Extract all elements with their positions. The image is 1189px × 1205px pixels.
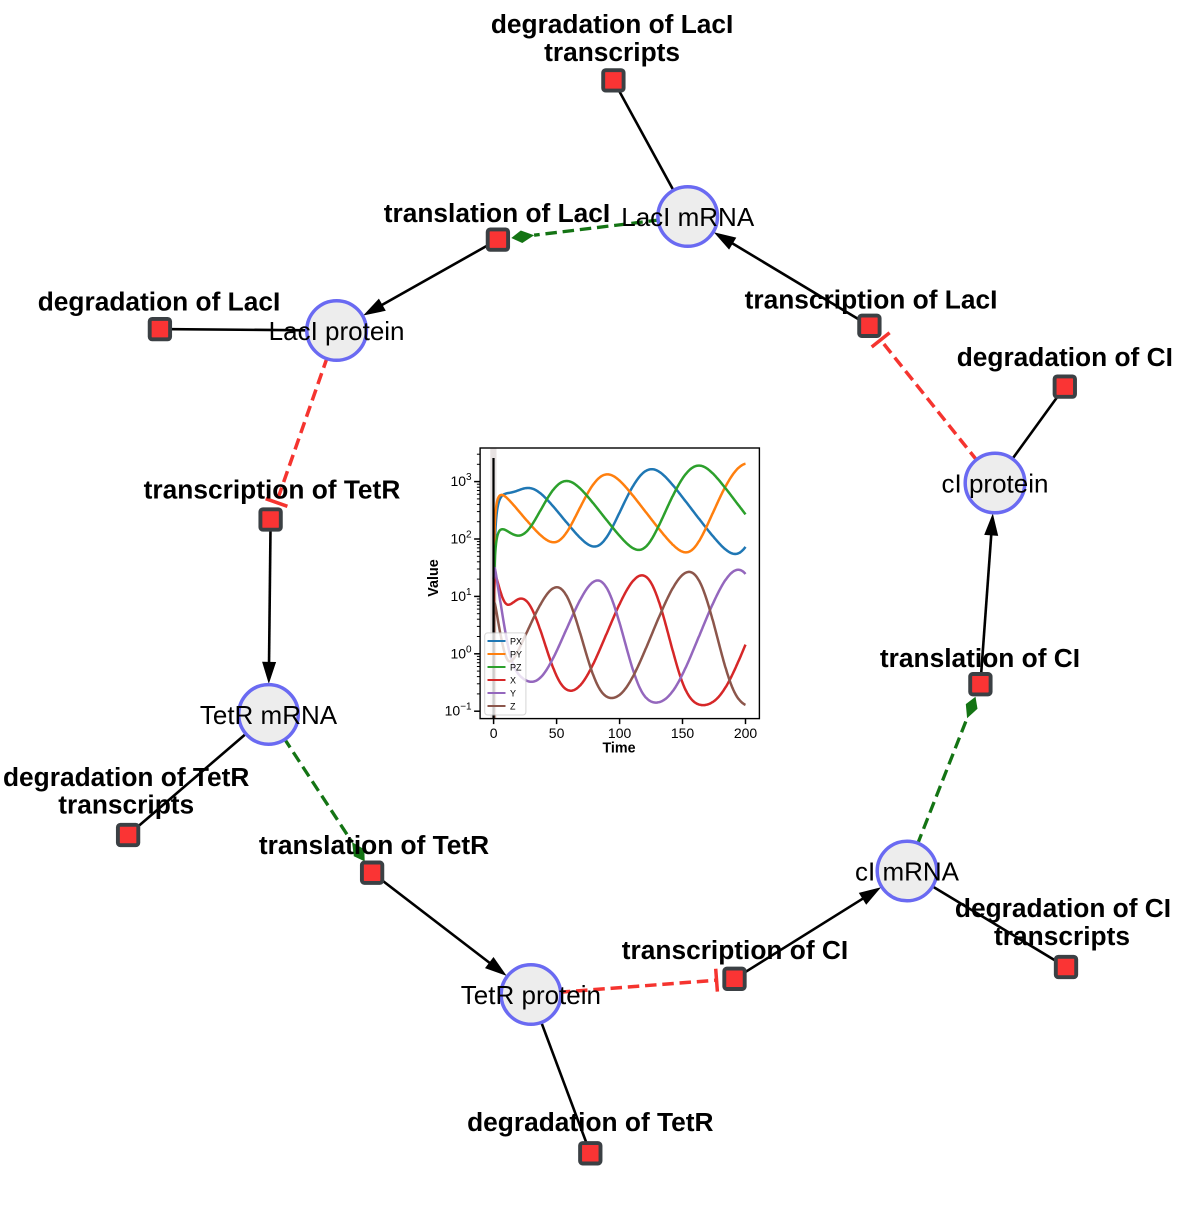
svg-text:degradation of CI: degradation of CI <box>955 893 1171 923</box>
svg-text:Z: Z <box>510 702 516 712</box>
svg-text:cI mRNA: cI mRNA <box>855 857 960 887</box>
svg-text:degradation of TetR: degradation of TetR <box>467 1107 713 1137</box>
svg-text:PX: PX <box>510 637 522 647</box>
svg-text:X: X <box>510 676 516 686</box>
svg-text:degradation of CI: degradation of CI <box>957 342 1173 372</box>
svg-text:TetR mRNA: TetR mRNA <box>200 700 338 730</box>
svg-text:transcription of TetR: transcription of TetR <box>144 475 401 505</box>
svg-text:transcription of CI: transcription of CI <box>622 935 848 965</box>
svg-text:LacI protein: LacI protein <box>269 316 405 346</box>
svg-text:translation of CI: translation of CI <box>880 643 1080 673</box>
svg-text:LacI mRNA: LacI mRNA <box>621 202 755 232</box>
svg-text:transcription of LacI: transcription of LacI <box>745 285 998 315</box>
svg-text:degradation of TetR: degradation of TetR <box>3 762 249 792</box>
svg-text:translation of LacI: translation of LacI <box>384 198 610 228</box>
svg-text:PZ: PZ <box>510 663 522 673</box>
svg-text:transcripts: transcripts <box>994 921 1130 951</box>
svg-text:100: 100 <box>608 725 632 741</box>
svg-text:PY: PY <box>510 650 522 660</box>
svg-text:150: 150 <box>671 725 695 741</box>
svg-text:transcripts: transcripts <box>544 37 680 67</box>
svg-text:cI protein: cI protein <box>942 469 1049 499</box>
svg-text:degradation of LacI: degradation of LacI <box>38 287 281 317</box>
svg-text:0: 0 <box>490 725 498 741</box>
svg-text:degradation of LacI: degradation of LacI <box>491 9 734 39</box>
svg-text:translation of TetR: translation of TetR <box>259 830 489 860</box>
svg-text:transcripts: transcripts <box>58 790 194 820</box>
svg-text:Y: Y <box>510 689 516 699</box>
svg-text:Time: Time <box>602 741 635 757</box>
svg-text:200: 200 <box>734 725 758 741</box>
svg-text:Value: Value <box>426 559 442 596</box>
svg-text:TetR protein: TetR protein <box>461 980 601 1010</box>
svg-text:50: 50 <box>549 725 565 741</box>
